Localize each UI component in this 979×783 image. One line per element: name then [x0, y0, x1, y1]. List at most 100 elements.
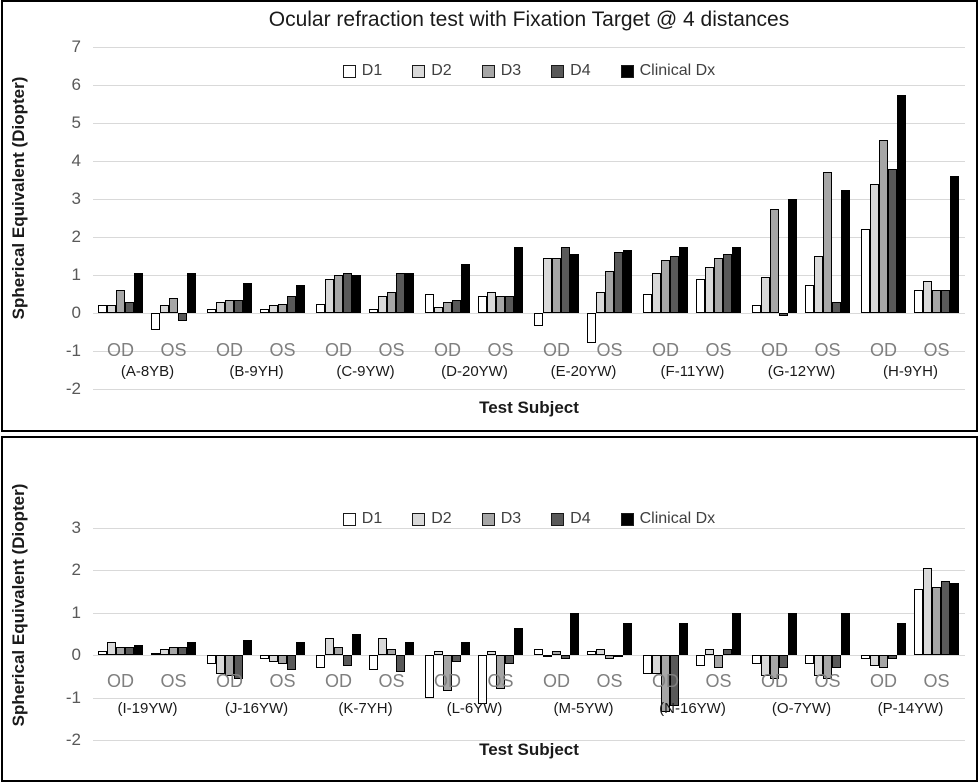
legend-item-d2: D2: [412, 510, 452, 528]
bar-clinical-dx: [623, 250, 632, 313]
legend-label: D4: [570, 510, 591, 527]
bar-clinical-dx: [570, 254, 579, 313]
eye-label-os: OS: [814, 340, 841, 360]
gridline: [93, 47, 965, 48]
eye-label-od: OD: [761, 340, 788, 360]
eye-label-od: OD: [325, 671, 352, 691]
bar-d4: [125, 646, 134, 656]
bar-d4: [287, 295, 296, 313]
bar-d1: [316, 655, 325, 668]
bar-d4: [452, 299, 461, 313]
bar-d1: [260, 309, 269, 313]
gridline: [93, 313, 965, 314]
bar-clinical-dx: [461, 263, 470, 313]
eye-label-os: OS: [269, 671, 296, 691]
bar-clinical-dx: [352, 634, 361, 656]
bar-d1: [805, 655, 814, 664]
bar-clinical-dx: [461, 642, 470, 656]
subject-label: (K-7YH): [338, 700, 393, 717]
bar-d1: [478, 295, 487, 313]
legend-label: Clinical Dx: [639, 510, 716, 527]
legend-swatch: [412, 512, 426, 526]
bar-d3: [932, 290, 941, 313]
bar-d2: [652, 273, 661, 313]
gridline: [93, 655, 965, 657]
y-tick-label: 7: [71, 37, 81, 56]
y-tick-label: -2: [65, 379, 81, 398]
bar-d2: [487, 292, 496, 313]
bar-d3: [661, 259, 670, 313]
bar-d4: [234, 299, 243, 313]
eye-label-od: OD: [434, 671, 461, 691]
bar-d3: [169, 297, 178, 313]
y-axis-title: Spherical Equivalent (Diopter): [9, 483, 28, 727]
eye-label-od: OD: [216, 340, 243, 360]
legend-label: D1: [361, 510, 383, 527]
eye-label-od: OD: [543, 671, 570, 691]
bar-d2: [870, 183, 879, 313]
bar-d2: [814, 256, 823, 313]
bar-d4: [178, 313, 187, 321]
subject-label: (L-6YW): [446, 700, 503, 717]
eye-label-os: OS: [814, 671, 841, 691]
bar-clinical-dx: [897, 94, 906, 313]
bar-d2: [107, 305, 116, 313]
x-axis-title: Test Subject: [479, 398, 579, 417]
bar-d2: [596, 648, 605, 656]
bar-d2: [487, 650, 496, 656]
bar-d4: [396, 273, 405, 313]
subject-label: (D-20YW): [441, 363, 508, 380]
bar-d4: [343, 655, 352, 666]
bar-d3: [496, 295, 505, 313]
bar-d3: [278, 303, 287, 313]
bar-d3: [116, 646, 125, 656]
gridline: [93, 85, 965, 86]
subject-label: (J-16YW): [224, 700, 289, 717]
gridline: [93, 697, 965, 699]
bar-clinical-dx: [570, 612, 579, 656]
legend-swatch: [342, 64, 356, 78]
eye-label-os: OS: [596, 671, 623, 691]
subject-label: (M-5YW): [553, 700, 614, 717]
bar-d2: [216, 301, 225, 313]
bar-d1: [914, 589, 923, 656]
legend-label: D3: [500, 62, 522, 79]
bar-d2: [543, 257, 552, 313]
gridline: [93, 740, 965, 741]
bar-d3: [387, 648, 396, 656]
y-tick-label: 1: [71, 602, 81, 622]
legend-label: D1: [361, 62, 383, 79]
gridline: [93, 612, 965, 614]
y-tick-label: 3: [71, 189, 81, 208]
bar-d2: [107, 642, 116, 656]
bar-d2: [543, 655, 552, 658]
bar-d4: [614, 252, 623, 313]
subject-label: (C-9YW): [336, 363, 395, 380]
bar-d3: [823, 172, 832, 313]
legend-item-d3: D3: [481, 510, 521, 528]
bar-d2: [434, 650, 443, 656]
bar-d2: [160, 648, 169, 656]
bar-d2: [761, 655, 770, 677]
eye-label-os: OS: [269, 340, 296, 360]
bar-clinical-dx: [514, 246, 523, 313]
bar-clinical-dx: [514, 627, 523, 656]
bar-d2: [216, 655, 225, 675]
subject-label: (P-14YW): [877, 700, 944, 717]
legend-item-clinical-dx: Clinical Dx: [620, 62, 715, 80]
bar-d2: [325, 638, 334, 656]
bar-d4: [723, 648, 732, 656]
bar-d2: [923, 568, 932, 656]
eye-label-od: OD: [107, 671, 134, 691]
bar-d3: [879, 655, 888, 668]
bar-d3: [169, 646, 178, 656]
eye-label-os: OS: [923, 671, 950, 691]
bar-d2: [761, 276, 770, 313]
bar-d3: [225, 655, 234, 677]
bar-d1: [752, 305, 761, 313]
eye-label-os: OS: [923, 340, 950, 360]
bar-d4: [125, 301, 134, 313]
bar-clinical-dx: [841, 612, 850, 656]
gridline: [93, 161, 965, 162]
bar-d3: [278, 655, 287, 664]
